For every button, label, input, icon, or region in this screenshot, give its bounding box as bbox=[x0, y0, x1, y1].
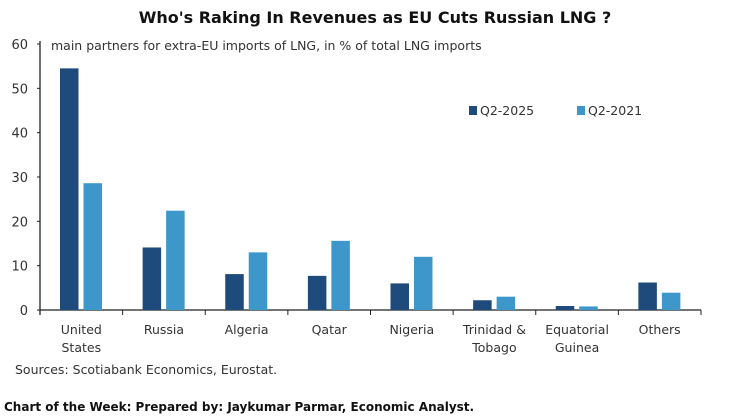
x-tick-label: Nigeria bbox=[389, 322, 434, 337]
bar-q2-2025 bbox=[307, 275, 327, 310]
bar-q2-2021 bbox=[166, 210, 185, 310]
bar-q2-2021 bbox=[661, 292, 681, 310]
legend-swatch bbox=[469, 106, 477, 115]
y-tick-label: 20 bbox=[11, 215, 28, 230]
x-tick-label: States bbox=[62, 340, 102, 355]
y-tick-label: 40 bbox=[11, 127, 28, 142]
x-tick-label: Russia bbox=[144, 322, 184, 337]
x-tick-label: Others bbox=[639, 322, 681, 337]
bar-q2-2021 bbox=[83, 183, 102, 310]
bar-q2-2021 bbox=[414, 256, 433, 310]
legend-label: Q2-2021 bbox=[588, 103, 642, 118]
bar-q2-2025 bbox=[473, 300, 492, 310]
x-tick-label: United bbox=[61, 322, 102, 337]
x-tick-label: Algeria bbox=[225, 322, 269, 337]
bar-q2-2025 bbox=[60, 68, 79, 310]
chart-subtitle: main partners for extra-EU imports of LN… bbox=[51, 38, 482, 53]
x-tick-label: Trinidad & bbox=[462, 322, 526, 337]
bar-q2-2025 bbox=[225, 274, 244, 310]
bar-q2-2021 bbox=[496, 296, 516, 310]
bar-q2-2021 bbox=[579, 306, 598, 310]
x-tick-label: Qatar bbox=[312, 322, 348, 337]
bar-q2-2025 bbox=[390, 283, 409, 310]
legend-swatch bbox=[577, 106, 585, 115]
legend-label: Q2-2025 bbox=[480, 103, 534, 118]
bar-q2-2021 bbox=[331, 240, 350, 310]
y-tick-label: 60 bbox=[11, 38, 28, 53]
bar-q2-2025 bbox=[638, 282, 657, 310]
footer-credit: Chart of the Week: Prepared by: Jaykumar… bbox=[4, 400, 475, 414]
chart-title: Who's Raking In Revenues as EU Cuts Russ… bbox=[138, 8, 612, 27]
x-tick-label: Equatorial bbox=[545, 322, 609, 337]
bar-q2-2021 bbox=[248, 252, 268, 310]
y-tick-label: 0 bbox=[20, 304, 28, 319]
bar-q2-2025 bbox=[555, 306, 575, 310]
y-tick-label: 30 bbox=[11, 171, 28, 186]
x-tick-label: Tobago bbox=[471, 340, 516, 355]
y-tick-label: 10 bbox=[11, 260, 28, 275]
y-tick-label: 50 bbox=[11, 82, 28, 97]
bar-q2-2025 bbox=[142, 247, 162, 310]
source-note: Sources: Scotiabank Economics, Eurostat. bbox=[15, 362, 278, 377]
x-tick-label: Guinea bbox=[555, 340, 599, 355]
